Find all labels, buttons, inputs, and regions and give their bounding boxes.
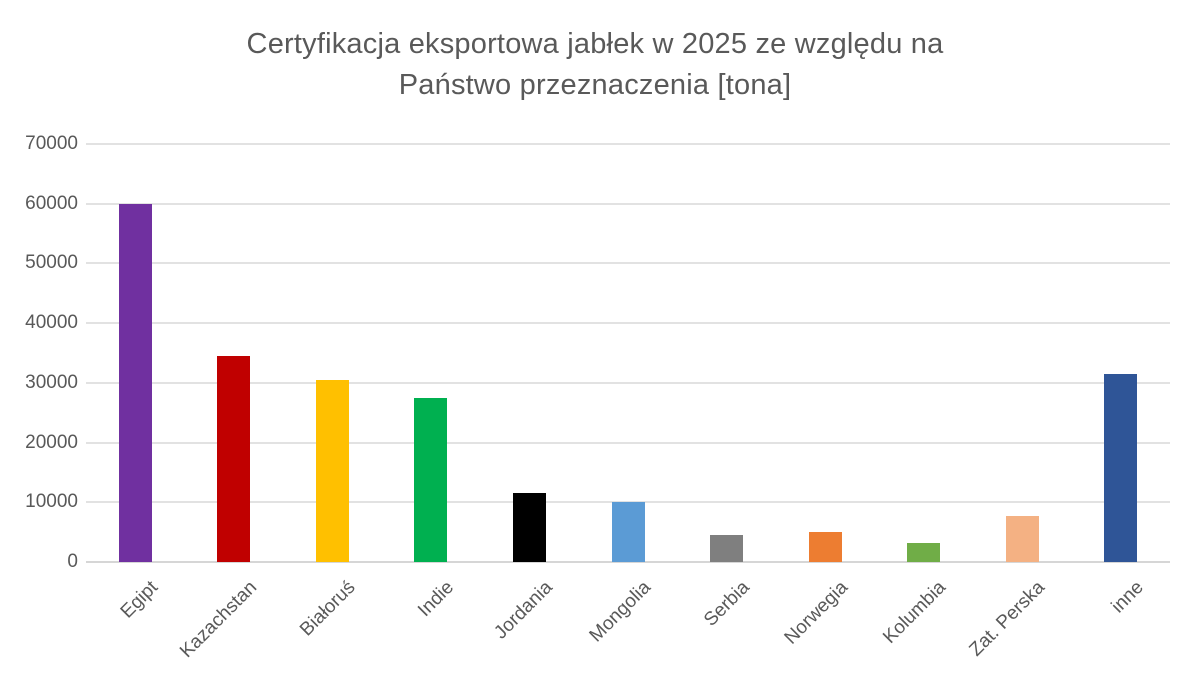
bar-jordania bbox=[512, 493, 546, 562]
bar-kolumbia bbox=[907, 542, 941, 562]
y-tick-label-0: 0 bbox=[67, 551, 78, 572]
x-axis-label-kolumbia: Kolumbia bbox=[879, 577, 951, 648]
x-axis-label-norwegia: Norwegia bbox=[780, 577, 852, 649]
bar-zat-perska bbox=[1005, 516, 1039, 562]
x-axis-label-zat-perska: Zat. Perska bbox=[965, 577, 1050, 661]
x-axis-label-kazachstan: Kazachstan bbox=[175, 577, 261, 663]
gridline-30000 bbox=[86, 381, 1170, 384]
x-axis-label-egipt: Egipt bbox=[116, 577, 163, 623]
y-tick-label-10000: 10000 bbox=[25, 491, 78, 513]
gridline-50000 bbox=[86, 262, 1170, 265]
bar-kazachstan bbox=[217, 355, 251, 562]
bar-białoruś bbox=[315, 380, 349, 562]
y-tick-label-50000: 50000 bbox=[25, 252, 78, 274]
x-axis-label-inne: inne bbox=[1107, 577, 1148, 618]
x-axis-label-indie: Indie bbox=[413, 577, 458, 621]
y-tick-label-60000: 60000 bbox=[25, 192, 78, 214]
chart-title: Certyfikacja eksportowa jabłek w 2025 ze… bbox=[246, 28, 944, 102]
bar-indie bbox=[414, 397, 448, 562]
y-tick-label-70000: 70000 bbox=[25, 133, 78, 154]
y-tick-label-20000: 20000 bbox=[25, 431, 78, 453]
x-axis-label-mongolia: Mongolia bbox=[585, 577, 655, 647]
gridline-40000 bbox=[86, 322, 1170, 325]
gridline-70000 bbox=[86, 143, 1170, 145]
bar-inne bbox=[1104, 373, 1138, 562]
bar-norwegia bbox=[808, 532, 842, 562]
x-axis-label-serbia: Serbia bbox=[699, 577, 754, 631]
gridline-0 bbox=[86, 561, 1170, 563]
y-tick-label-40000: 40000 bbox=[25, 312, 78, 334]
gridline-20000 bbox=[86, 441, 1170, 444]
bar-mongolia bbox=[611, 502, 645, 562]
bar-egipt bbox=[118, 203, 152, 562]
bar-serbia bbox=[710, 534, 744, 562]
y-tick-label-30000: 30000 bbox=[25, 371, 78, 393]
x-axis-label-białoruś: Białoruś bbox=[295, 577, 360, 641]
x-axis-label-jordania: Jordania bbox=[489, 577, 557, 644]
gridline-60000 bbox=[86, 202, 1170, 205]
